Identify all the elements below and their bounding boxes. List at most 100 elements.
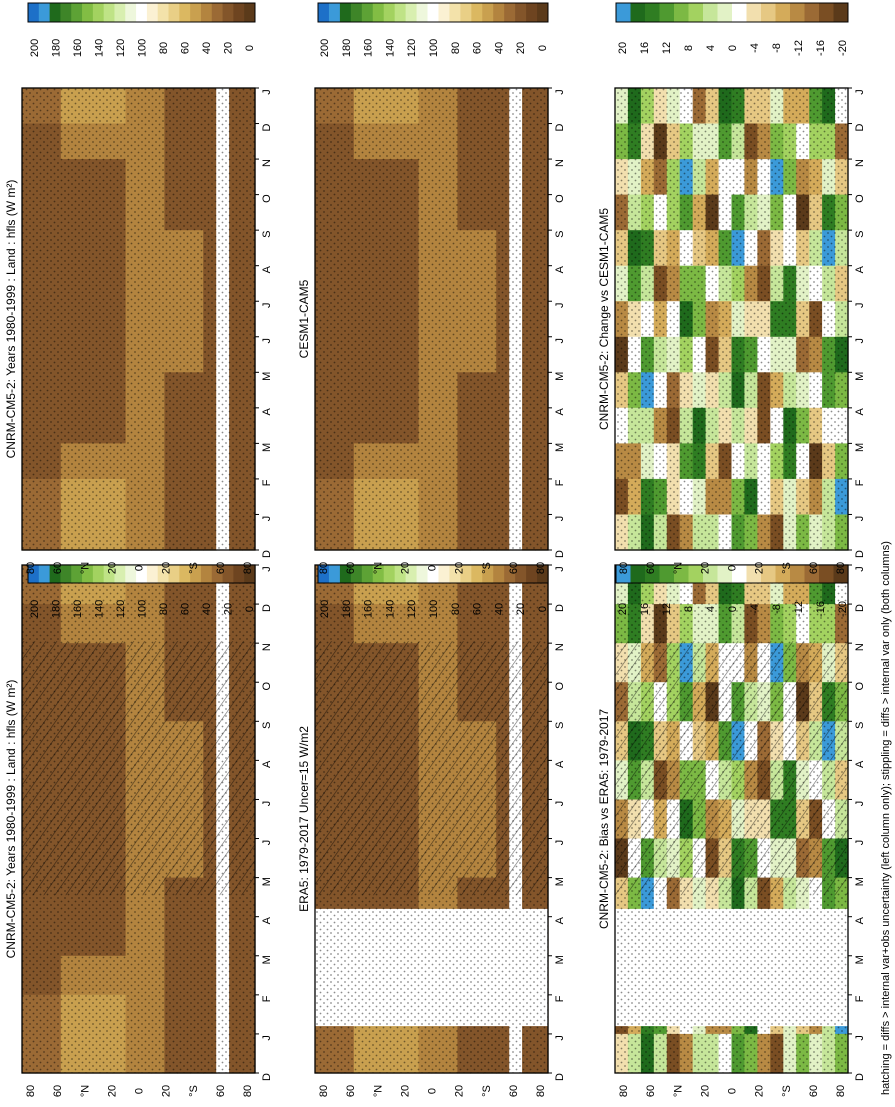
colorbar-tick-label: 80 [450, 42, 462, 54]
colorbar-swatch [92, 3, 105, 22]
latitude-tick-label: 20 [399, 1085, 411, 1097]
month-tick-label: A [854, 265, 866, 273]
month-tick-label: J [854, 89, 866, 95]
colorbar-tick-label: 80 [158, 42, 170, 54]
colorbar-swatch [383, 3, 396, 22]
month-tick-label: A [261, 265, 273, 273]
month-tick-label: J [554, 89, 566, 95]
colorbar-swatch [630, 3, 646, 22]
colorbar-tick-label: 0 [537, 606, 549, 612]
colorbar-tick-label: 120 [406, 600, 418, 618]
latitude-tick-label: 80 [535, 562, 547, 574]
latitude-tick-label: 0 [134, 1088, 146, 1094]
month-tick-label: N [261, 643, 273, 651]
colorbar-swatch [645, 565, 660, 583]
latitude-tick-label: 60 [52, 1085, 64, 1097]
colorbar-tick-label: 0 [537, 45, 549, 51]
latitude-tick-label: 0 [427, 565, 439, 571]
latitude-tick-label: °N [79, 562, 91, 574]
colorbar-tick-label: 0 [727, 45, 739, 51]
colorbar-tick-label: 60 [472, 42, 484, 54]
month-tick-label: S [554, 722, 566, 729]
colorbar-swatch [200, 3, 213, 22]
colorbar-tick-label: 20 [515, 603, 527, 615]
plot-frame [314, 87, 549, 551]
colorbar-swatch [438, 3, 450, 22]
colorbar-swatch [222, 565, 234, 583]
colorbar-swatch [136, 565, 148, 583]
month-tick-label: M [854, 443, 866, 452]
month-tick-label: A [554, 265, 566, 273]
colorbar-swatch [211, 565, 224, 583]
colorbar-tick-label: 8 [683, 45, 695, 51]
colorbar-swatch [460, 3, 472, 22]
month-tick-label: D [261, 550, 273, 558]
colorbar-tick-label: 100 [428, 39, 440, 57]
colorbar-swatch [537, 565, 549, 583]
colorbar-tick-label: -12 [793, 40, 805, 56]
colorbar-swatch [717, 565, 733, 583]
colorbar-tick-label: 40 [493, 603, 505, 615]
colorbar-tick-label: 80 [158, 603, 170, 615]
colorbar-swatch [49, 3, 61, 22]
month-tick-label: J [554, 1035, 566, 1041]
month-tick-label: D [854, 124, 866, 132]
colorbar-swatch [482, 3, 494, 22]
hatching [615, 641, 848, 896]
month-tick-label: J [554, 302, 566, 308]
month-tick-label: J [854, 516, 866, 522]
month-tick-label: J [554, 801, 566, 807]
colorbar-tick-label: 160 [72, 600, 84, 618]
month-tick-label: M [554, 877, 566, 886]
month-tick-label: J [261, 516, 273, 522]
month-tick-label: A [554, 408, 566, 416]
colorbar-swatch [60, 3, 72, 22]
month-tick-label: M [261, 955, 273, 964]
latitude-tick-label: 80 [835, 562, 847, 574]
panel-title: CNRM-CM5-2: Change vs CESM1-CAM5 [597, 208, 611, 430]
colorbar-swatch [244, 3, 256, 22]
month-tick-label: J [261, 840, 273, 846]
month-tick-label: J [854, 566, 866, 572]
colorbar-swatch [449, 3, 461, 22]
latitude-tick-label: °N [672, 562, 684, 574]
month-tick-label: J [854, 338, 866, 344]
footnote: hatching = diffs > internal var+obs unce… [880, 541, 892, 1095]
month-tick-label: N [854, 159, 866, 167]
colorbar-tick-label: 140 [94, 39, 106, 57]
latitude-tick-label: 20 [754, 1085, 766, 1097]
colorbar-tick-label: 120 [406, 39, 418, 57]
month-tick-label: F [854, 479, 866, 486]
colorbar-swatch [833, 565, 849, 583]
month-tick-label: M [854, 955, 866, 964]
colorbar-swatch [616, 3, 631, 22]
colorbar: 200 180 160 140 120 100 80 60 40 20 0 [317, 564, 549, 618]
colorbar-swatch [190, 565, 202, 583]
colorbar-swatch [233, 565, 245, 583]
panel-title: CESM1-CAM5 [297, 279, 311, 358]
colorbar-swatch [168, 3, 180, 22]
colorbar-tick-label: -8 [771, 43, 783, 53]
latitude-tick-label: °N [79, 1085, 91, 1097]
colorbar-tick-label: 200 [319, 600, 331, 618]
colorbar-tick-label: 20 [617, 603, 629, 615]
month-tick-label: A [261, 760, 273, 768]
colorbar-swatch [703, 3, 718, 22]
latitude-tick-label: 80 [242, 562, 254, 574]
colorbar-swatch [775, 565, 791, 583]
month-tick-label: F [261, 995, 273, 1002]
colorbar-swatch [157, 3, 170, 22]
colorbar-tick-label: 80 [450, 603, 462, 615]
month-tick-label: D [554, 1073, 566, 1081]
colorbar-swatch [318, 3, 330, 22]
latitude-tick-label: °S [481, 1085, 493, 1097]
colorbar-tick-label: 200 [29, 600, 41, 618]
colorbar-swatch [746, 565, 762, 583]
colorbar-swatch [103, 3, 115, 22]
latitude-tick-label: 80 [25, 1085, 37, 1097]
month-tick-label: A [854, 760, 866, 768]
